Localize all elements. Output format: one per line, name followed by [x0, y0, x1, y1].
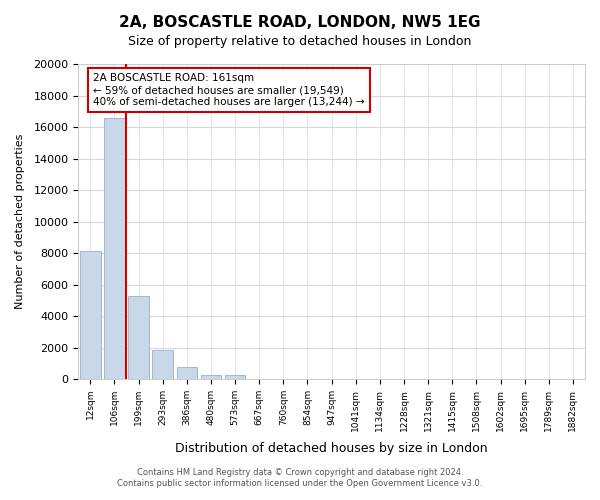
Bar: [225, 376, 245, 379]
Text: Contains HM Land Registry data © Crown copyright and database right 2024.
Contai: Contains HM Land Registry data © Crown c…: [118, 468, 482, 487]
Bar: [176, 367, 197, 379]
Bar: [128, 296, 149, 379]
X-axis label: Distribution of detached houses by size in London: Distribution of detached houses by size …: [175, 442, 488, 455]
Bar: [80, 252, 101, 379]
Text: Size of property relative to detached houses in London: Size of property relative to detached ho…: [128, 35, 472, 48]
Bar: [104, 118, 125, 379]
Text: 2A BOSCASTLE ROAD: 161sqm
← 59% of detached houses are smaller (19,549)
40% of s: 2A BOSCASTLE ROAD: 161sqm ← 59% of detac…: [94, 74, 365, 106]
Y-axis label: Number of detached properties: Number of detached properties: [15, 134, 25, 309]
Text: 2A, BOSCASTLE ROAD, LONDON, NW5 1EG: 2A, BOSCASTLE ROAD, LONDON, NW5 1EG: [119, 15, 481, 30]
Bar: [200, 374, 221, 379]
Bar: [152, 350, 173, 379]
